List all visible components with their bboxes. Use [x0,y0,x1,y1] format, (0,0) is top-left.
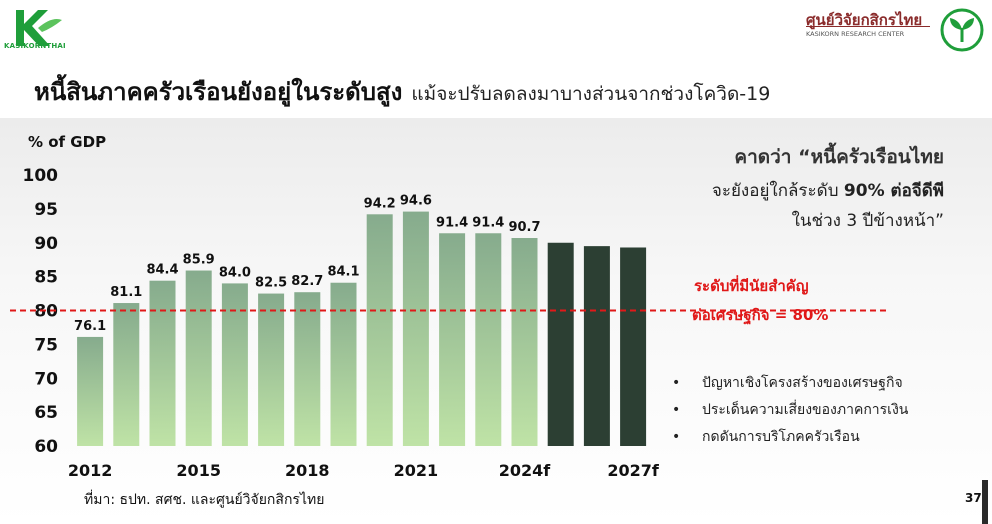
x-tick-label: 2018 [285,461,330,480]
data-label: 84.4 [146,263,178,278]
bar [439,233,466,446]
bar [294,292,321,446]
list-item: • ปัญหาเชิงโครงสร้างของเศรษฐกิจ [672,372,908,399]
bar [221,283,248,446]
bar [77,336,104,446]
bar [185,270,212,446]
data-label: 91.4 [472,215,504,230]
bar [366,214,393,446]
threshold-label-line-2: ต่อเศรษฐกิจ = 80% [692,306,829,324]
list-item: • ประเด็นความเสี่ยงของภาคการเงิน [672,399,908,426]
source-note: ที่มา: ธปท. สศช. และศูนย์วิจัยกสิกรไทย [84,492,325,508]
y-tick-label: 90 [34,234,58,254]
forecast-line-3: ในช่วง 3 ปีข้างหน้า” [791,211,944,231]
page-number: 37 [965,491,982,505]
bullet-icon: • [672,402,681,418]
data-label: 94.2 [364,196,396,211]
y-tick-label: 85 [34,268,58,288]
forecast-line-2-highlight: 90% ต่อจีดีพี [843,181,944,201]
forecast-line-2-prefix: จะยังอยู่ใกล้ระดับ [711,181,839,201]
y-tick-label: 100 [23,166,59,186]
y-axis-label: % of GDP [28,133,107,151]
bar [511,238,538,446]
kbank-leaf-logo-icon [940,8,984,52]
bullet-text: ปัญหาเชิงโครงสร้างของเศรษฐกิจ [702,375,903,391]
bullet-icon: • [672,375,681,391]
data-label: 76.1 [74,319,106,334]
y-tick-label: 70 [34,369,58,389]
x-tick-label: 2015 [176,461,221,480]
data-label: 94.6 [400,194,432,209]
forecast-bar [583,246,610,446]
x-tick-label: 2027f [607,461,660,480]
bar [330,282,357,446]
headline-sub: แม้จะปรับลดลงมาบางส่วนจากช่วงโควิด-19 [411,83,771,105]
bar [113,303,140,446]
headline-main: หนี้สินภาคครัวเรือนยังอยู่ในระดับสูง [34,78,403,106]
headline: หนี้สินภาคครัวเรือนยังอยู่ในระดับสูง แม้… [34,72,770,111]
bar [475,233,502,446]
data-label: 91.4 [436,215,468,230]
data-label: 90.7 [508,220,540,235]
data-label: 82.7 [291,274,323,289]
y-tick-label: 95 [34,200,58,220]
bar [258,293,285,446]
x-tick-label: 2021 [394,461,439,480]
forecast-title: คาดว่า “หนี้ครัวเรือนไทย [734,146,944,168]
y-tick-label: 80 [34,302,58,322]
research-center-name: ศูนย์วิจัยกสิกรไทย [806,11,923,29]
forecast-line-2: จะยังอยู่ใกล้ระดับ 90% ต่อจีดีพี [712,177,944,204]
threshold-label-line-1: ระดับที่มีนัยสำคัญ [694,277,809,295]
brand-name: KASIKORNTHAI [4,42,66,50]
bullet-text: ประเด็นความเสี่ยงของภาคการเงิน [702,402,909,418]
x-tick-label: 2024f [499,461,552,480]
x-tick-label: 2012 [68,461,113,480]
forecast-bar [620,247,647,446]
research-center-divider [806,26,930,27]
y-tick-label: 75 [34,335,58,355]
bar [402,211,429,446]
data-label: 81.1 [110,285,142,300]
forecast-bar [547,242,574,446]
data-label: 84.0 [219,265,251,280]
research-center-english-name: KASIKORN RESEARCH CENTER [806,30,905,38]
kasikornthai-logo-icon [16,10,62,46]
list-item: • กดดันการบริโภคครัวเรือน [672,426,908,453]
data-label: 85.9 [183,253,215,268]
y-tick-label: 60 [34,437,58,457]
data-label: 82.5 [255,276,287,291]
y-tick-label: 65 [34,403,58,423]
bar [149,280,176,446]
impact-bullet-list: • ปัญหาเชิงโครงสร้างของเศรษฐกิจ • ประเด็นค… [672,372,908,453]
bullet-icon: • [672,429,681,445]
edge-bar [982,480,988,524]
bullet-text: กดดันการบริโภคครัวเรือน [702,429,860,445]
data-label: 84.1 [327,265,359,280]
